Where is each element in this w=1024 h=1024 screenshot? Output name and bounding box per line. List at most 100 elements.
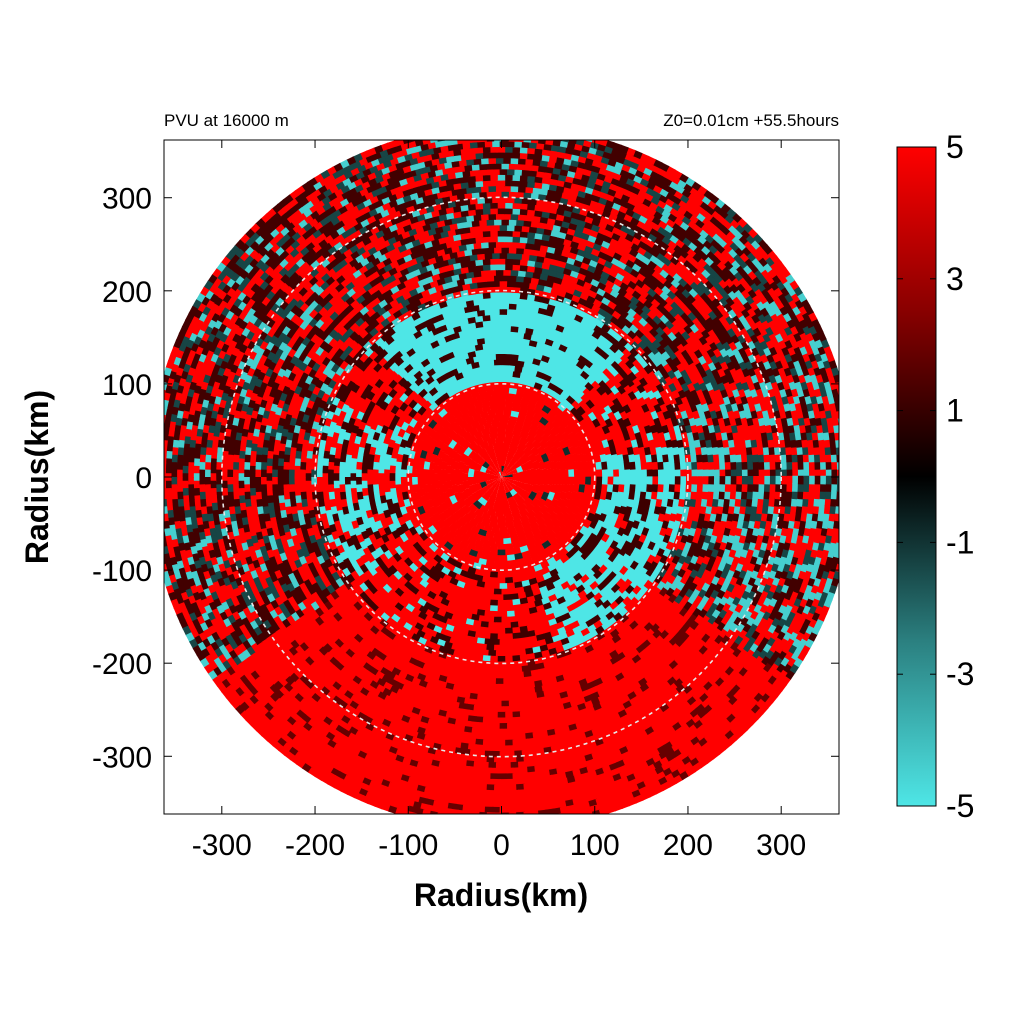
field-cell — [526, 408, 536, 418]
field-cell — [495, 465, 501, 473]
field-cell — [445, 381, 456, 392]
field-cell — [493, 218, 502, 226]
field-cell — [549, 541, 560, 551]
field-cell — [582, 491, 591, 501]
field-cell — [543, 545, 554, 556]
field-cell — [451, 433, 462, 444]
field-cell — [495, 706, 505, 713]
field-cell — [478, 359, 487, 368]
field-cell — [380, 410, 390, 421]
field-cell — [567, 431, 577, 442]
field-cell — [565, 372, 576, 383]
field-cell — [504, 347, 513, 355]
field-cell — [590, 404, 600, 415]
field-cell — [476, 365, 486, 374]
field-cell — [366, 484, 374, 493]
field-cell — [595, 519, 605, 530]
field-cell — [416, 473, 424, 482]
field-cell — [375, 407, 385, 418]
field-cell — [446, 414, 457, 425]
field-cell — [463, 487, 473, 498]
field-cell — [574, 431, 584, 442]
field-cell — [538, 439, 549, 450]
field-cell — [496, 477, 502, 482]
field-cell — [377, 527, 387, 537]
field-cell — [485, 387, 495, 395]
field-cell — [394, 536, 405, 547]
field-cell — [523, 469, 531, 477]
field-cell — [500, 246, 509, 254]
field-cell — [493, 560, 502, 568]
field-cell — [350, 450, 359, 460]
field-cell — [442, 371, 452, 381]
field-cell — [489, 375, 498, 383]
field-cell — [686, 476, 693, 485]
field-cell — [566, 603, 577, 613]
field-cell — [510, 621, 520, 629]
field-cell — [713, 468, 721, 477]
field-cell — [501, 386, 510, 394]
field-cell — [557, 476, 564, 486]
field-cell — [390, 450, 399, 460]
field-cell — [476, 456, 486, 466]
field-cell — [680, 468, 687, 477]
field-cell — [501, 414, 510, 422]
field-cell — [422, 469, 430, 478]
field-cell — [460, 532, 471, 542]
field-cell — [468, 426, 479, 437]
field-cell — [554, 511, 565, 522]
field-cell — [616, 491, 625, 500]
field-cell — [502, 465, 508, 473]
field-cell — [494, 241, 504, 248]
field-cell — [557, 569, 568, 580]
field-cell — [368, 533, 378, 544]
field-cell — [571, 505, 581, 516]
field-cell — [497, 477, 502, 483]
field-cell — [550, 426, 560, 437]
field-cell — [445, 472, 452, 482]
field-cell — [540, 491, 550, 502]
field-cell — [439, 584, 449, 594]
field-cell — [499, 611, 508, 618]
field-cell — [376, 417, 386, 428]
field-cell — [641, 468, 648, 477]
field-cell — [542, 373, 553, 383]
field-cell — [558, 368, 569, 379]
field-cell — [427, 549, 438, 560]
field-cell — [639, 491, 647, 500]
field-cell — [483, 553, 493, 562]
field-cell — [497, 314, 506, 321]
field-cell — [468, 517, 479, 528]
field-cell — [564, 542, 575, 553]
field-cell — [524, 530, 535, 540]
field-cell — [493, 386, 502, 394]
field-cell — [478, 615, 488, 623]
field-cell — [459, 453, 469, 463]
field-cell — [462, 513, 473, 524]
field-cell — [367, 454, 375, 463]
field-cell — [646, 461, 654, 470]
field-cell — [372, 461, 380, 471]
field-cell — [565, 524, 576, 535]
field-cell — [563, 592, 574, 602]
field-cell — [649, 446, 658, 456]
field-cell — [535, 516, 546, 527]
field-cell — [490, 717, 499, 724]
field-cell — [432, 521, 442, 532]
field-cell — [384, 453, 392, 463]
field-cell — [495, 594, 504, 601]
field-cell — [546, 556, 557, 567]
field-cell — [497, 342, 506, 349]
field-cell — [472, 500, 483, 511]
field-cell — [521, 608, 531, 616]
field-cell — [488, 431, 498, 440]
field-cell — [611, 491, 619, 501]
field-cell — [544, 420, 555, 431]
field-cell — [579, 369, 590, 380]
field-cell — [545, 468, 553, 477]
field-cell — [416, 465, 424, 474]
field-cell — [547, 408, 558, 419]
field-cell — [456, 436, 467, 447]
field-cell — [506, 392, 516, 400]
field-cell — [395, 453, 404, 463]
